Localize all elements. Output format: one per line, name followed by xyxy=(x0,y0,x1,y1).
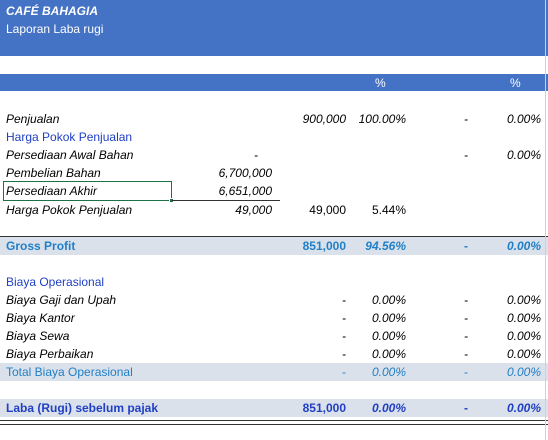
section-heading[interactable]: Harga Pokok Penjualan xyxy=(6,130,133,144)
row-label[interactable]: Persediaan Awal Bahan xyxy=(6,148,134,162)
row-label[interactable]: Penjualan xyxy=(6,112,60,126)
row-hpp: Harga Pokok Penjualan 49,000 49,000 5.44… xyxy=(0,201,548,219)
row-laba-rugi: Laba (Rugi) sebelum pajak 851,000 0.00% … xyxy=(0,399,548,417)
amount2-cell[interactable]: - xyxy=(464,401,468,415)
row-persediaan-awal: Persediaan Awal Bahan - - 0.00% xyxy=(0,146,548,164)
row-label[interactable]: Biaya Sewa xyxy=(6,329,70,343)
percent-header-1[interactable]: % xyxy=(375,76,386,90)
amount-cell[interactable]: 49,000 xyxy=(309,203,346,217)
row-hpp-heading: Harga Pokok Penjualan xyxy=(0,128,548,146)
percent2-cell[interactable]: 0.00% xyxy=(506,112,541,126)
amount2-cell[interactable]: - xyxy=(464,293,468,307)
row-total-biaya: Total Biaya Operasional - 0.00% - 0.00% xyxy=(0,363,548,381)
sub-cell[interactable]: 49,000 xyxy=(235,203,272,217)
percent2-cell[interactable]: 0.00% xyxy=(506,329,541,343)
row-biaya-heading: Biaya Operasional xyxy=(0,273,548,291)
row-sewa: Biaya Sewa - 0.00% - 0.00% xyxy=(0,327,548,345)
amount-cell[interactable]: 851,000 xyxy=(302,239,346,253)
percent-cell[interactable]: 0.00% xyxy=(371,347,406,361)
amount2-cell[interactable]: - xyxy=(464,239,468,253)
percent-cell[interactable]: 0.00% xyxy=(371,365,406,379)
sub-cell[interactable]: 6,700,000 xyxy=(218,166,272,180)
percent-cell[interactable]: 0.00% xyxy=(371,293,406,307)
row-penjualan: Penjualan 900,000 100.00% - 0.00% xyxy=(0,110,548,128)
percent2-cell[interactable]: 0.00% xyxy=(506,239,541,253)
amount2-cell[interactable]: - xyxy=(464,365,468,379)
row-label[interactable]: Pembelian Bahan xyxy=(6,166,101,180)
row-label[interactable]: Persediaan Akhir xyxy=(6,184,97,198)
report-subtitle[interactable]: Laporan Laba rugi xyxy=(6,22,104,36)
row-perbaikan: Biaya Perbaikan - 0.00% - 0.00% xyxy=(0,345,548,363)
row-label[interactable]: Biaya Kantor xyxy=(6,311,75,325)
percent-cell[interactable]: 100.00% xyxy=(358,112,406,126)
percent2-cell[interactable]: 0.00% xyxy=(506,311,541,325)
row-label[interactable]: Harga Pokok Penjualan xyxy=(6,203,133,217)
percent2-cell[interactable]: 0.00% xyxy=(506,365,541,379)
amount-cell[interactable]: - xyxy=(342,365,346,379)
amount-cell[interactable]: - xyxy=(342,311,346,325)
row-label[interactable]: Laba (Rugi) sebelum pajak xyxy=(6,401,159,415)
row-persediaan-akhir: Persediaan Akhir 6,651,000 xyxy=(0,182,548,200)
amount-cell[interactable]: - xyxy=(342,293,346,307)
report-header-banner: CAFÉ BAHAGIA Laporan Laba rugi xyxy=(0,0,548,56)
percent-header-row: % % xyxy=(0,74,548,91)
amount-cell[interactable]: - xyxy=(342,347,346,361)
percent2-cell[interactable]: 0.00% xyxy=(506,401,541,415)
amount-cell[interactable]: 900,000 xyxy=(302,112,346,126)
row-pembelian: Pembelian Bahan 6,700,000 xyxy=(0,164,548,182)
percent-cell[interactable]: 5.44% xyxy=(371,203,406,217)
percent2-cell[interactable]: 0.00% xyxy=(506,347,541,361)
amount2-cell[interactable]: - xyxy=(464,347,468,361)
subtotal-underline xyxy=(172,200,280,201)
percent2-cell[interactable]: 0.00% xyxy=(506,293,541,307)
percent-cell[interactable]: 0.00% xyxy=(371,401,406,415)
amount2-cell[interactable]: - xyxy=(464,329,468,343)
company-title[interactable]: CAFÉ BAHAGIA xyxy=(6,4,98,18)
row-label[interactable]: Gross Profit xyxy=(6,239,76,253)
amount2-cell[interactable]: - xyxy=(464,148,468,162)
percent-cell[interactable]: 0.00% xyxy=(371,329,406,343)
row-label[interactable]: Biaya Gaji dan Upah xyxy=(6,293,117,307)
section-heading[interactable]: Biaya Operasional xyxy=(6,275,105,289)
amount2-cell[interactable]: - xyxy=(464,311,468,325)
amount2-cell[interactable]: - xyxy=(464,112,468,126)
row-kantor: Biaya Kantor - 0.00% - 0.00% xyxy=(0,309,548,327)
percent-cell[interactable]: 0.00% xyxy=(371,311,406,325)
row-gross-profit: Gross Profit 851,000 94.56% - 0.00% xyxy=(0,237,548,255)
amount-cell[interactable]: - xyxy=(342,329,346,343)
gross-profit-top-border xyxy=(0,236,548,237)
row-label[interactable]: Total Biaya Operasional xyxy=(6,365,133,379)
active-cell-selection[interactable] xyxy=(3,181,172,201)
row-gaji: Biaya Gaji dan Upah - 0.00% - 0.00% xyxy=(0,291,548,309)
double-underline-bottom xyxy=(0,424,548,425)
sub-cell[interactable]: 6,651,000 xyxy=(218,184,272,198)
row-label[interactable]: Biaya Perbaikan xyxy=(6,347,94,361)
amount-cell[interactable]: 851,000 xyxy=(302,401,346,415)
sheet-right-border xyxy=(545,0,546,440)
percent-header-2[interactable]: % xyxy=(510,76,521,90)
sub-cell[interactable]: - xyxy=(254,148,258,162)
double-underline-top xyxy=(0,420,548,421)
percent2-cell[interactable]: 0.00% xyxy=(506,148,541,162)
percent-cell[interactable]: 94.56% xyxy=(365,239,406,253)
